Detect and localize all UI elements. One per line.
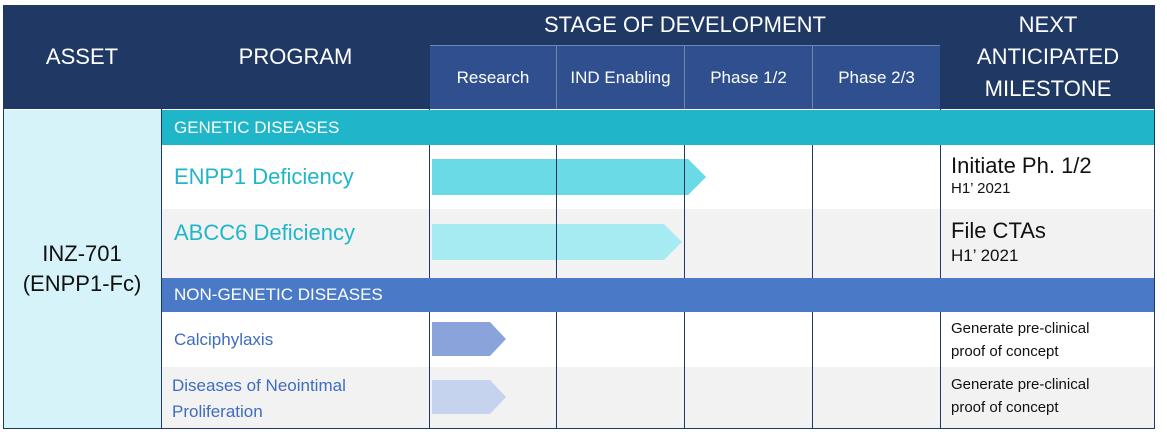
- grid-line: [556, 312, 557, 428]
- grid-line: [556, 46, 557, 109]
- progress-arrow-calciphylaxis: [432, 322, 506, 356]
- header-program: PROGRAM: [162, 5, 429, 109]
- stage-ind-enabling: IND Enabling: [557, 46, 684, 109]
- program-calciphylaxis-label: Calciphylaxis: [174, 329, 274, 349]
- program-abcc6: ABCC6 Deficiency: [162, 209, 429, 257]
- asset-name: INZ-701: [42, 241, 122, 266]
- milestone-abcc6-timing: H1’ 2021: [951, 246, 1019, 265]
- header-stage-label: STAGE OF DEVELOPMENT: [544, 12, 826, 37]
- milestone-enpp1-text: Initiate Ph. 1/2: [951, 153, 1092, 178]
- grid-line: [684, 46, 685, 109]
- asset-subtitle: (ENPP1-Fc): [22, 271, 142, 296]
- stage-phase-1-2-label: Phase 1/2: [710, 67, 787, 87]
- milestone-abcc6-text: File CTAs: [951, 218, 1046, 243]
- milestone-neointimal: Generate pre-clinical proof of concept: [941, 367, 1155, 428]
- header-milestone-line1: NEXT: [1018, 12, 1078, 37]
- header-asset-label: ASSET: [45, 44, 119, 69]
- grid-line: [940, 312, 941, 428]
- milestone-enpp1: Initiate Ph. 1/2 H1’ 2021: [941, 145, 1155, 209]
- grid-line: [812, 312, 813, 428]
- milestone-abcc6: File CTAs H1’ 2021: [941, 209, 1155, 278]
- grid-line: [684, 312, 685, 428]
- grid-line: [1154, 5, 1155, 429]
- milestone-neointimal-line2: proof of concept: [951, 399, 1059, 416]
- grid-line: [940, 145, 941, 278]
- milestone-calciphylaxis: Generate pre-clinical proof of concept: [941, 312, 1155, 367]
- header-stage: STAGE OF DEVELOPMENT: [430, 5, 940, 45]
- header-milestone: NEXT ANTICIPATED MILESTONE: [941, 5, 1155, 109]
- header-program-label: PROGRAM: [238, 44, 353, 69]
- program-calciphylaxis: Calciphylaxis: [162, 312, 429, 367]
- stage-research-label: Research: [456, 67, 530, 87]
- milestone-enpp1-timing: H1’ 2021: [951, 180, 1011, 197]
- section-genetic-title: GENETIC DISEASES: [174, 117, 340, 137]
- grid-line: [684, 145, 685, 278]
- program-neointimal: Diseases of Neointimal Proliferation: [162, 367, 429, 428]
- progress-arrow-enpp1: [432, 159, 707, 195]
- milestone-neointimal-line1: Generate pre-clinical: [951, 376, 1090, 393]
- grid-line: [940, 5, 941, 110]
- milestone-calciphylaxis-line1: Generate pre-clinical: [951, 320, 1090, 337]
- milestone-calciphylaxis-line2: proof of concept: [951, 343, 1059, 360]
- program-neointimal-line1: Diseases of Neointimal: [172, 376, 346, 395]
- row-calciphylaxis-bg: [162, 312, 1155, 367]
- stage-phase-2-3: Phase 2/3: [813, 46, 940, 109]
- section-nongenetic-title: NON-GENETIC DISEASES: [174, 285, 383, 304]
- program-abcc6-label: ABCC6 Deficiency: [174, 220, 355, 245]
- asset-cell: INZ-701 (ENPP1-Fc): [3, 110, 161, 428]
- grid-line: [556, 145, 557, 278]
- stage-ind-enabling-label: IND Enabling: [570, 67, 671, 87]
- header-milestone-line3: MILESTONE: [984, 76, 1112, 101]
- grid-line: [429, 5, 430, 110]
- section-non-genetic-diseases: NON-GENETIC DISEASES: [162, 278, 1155, 312]
- program-enpp1: ENPP1 Deficiency: [162, 145, 429, 209]
- grid-line: [429, 312, 430, 428]
- progress-arrow-neointimal: [432, 380, 506, 414]
- stage-phase-1-2: Phase 1/2: [685, 46, 812, 109]
- grid-line: [3, 5, 4, 429]
- grid-line: [812, 46, 813, 109]
- stage-research: Research: [430, 46, 556, 109]
- grid-line: [161, 5, 162, 428]
- header-asset: ASSET: [3, 5, 161, 109]
- grid-line: [3, 428, 1155, 429]
- header-milestone-line2: ANTICIPATED: [976, 44, 1120, 69]
- program-enpp1-label: ENPP1 Deficiency: [174, 164, 354, 189]
- row-neointimal-bg: [162, 367, 1155, 428]
- grid-line: [430, 45, 940, 46]
- program-neointimal-line2: Proliferation: [172, 402, 263, 421]
- grid-line: [429, 145, 430, 278]
- grid-line: [812, 145, 813, 278]
- stage-phase-2-3-label: Phase 2/3: [838, 67, 915, 87]
- section-genetic-diseases: GENETIC DISEASES: [162, 110, 1155, 145]
